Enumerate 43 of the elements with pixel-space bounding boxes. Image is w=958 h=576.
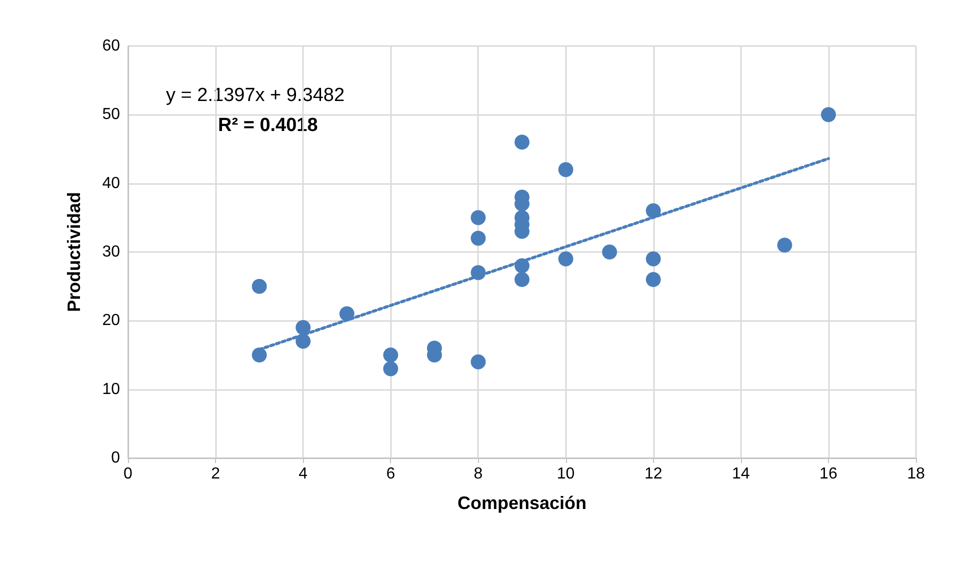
point <box>296 320 311 336</box>
point <box>470 230 486 246</box>
point <box>470 265 486 280</box>
x-tick-label: 4 <box>298 466 308 482</box>
x-tick-label: 10 <box>556 466 575 482</box>
x-tick-label: 6 <box>386 466 396 482</box>
point <box>646 251 661 266</box>
point <box>470 210 486 226</box>
y-tick-label: 40 <box>102 174 120 192</box>
point <box>820 107 836 122</box>
point <box>646 203 661 218</box>
y-tick-label: 10 <box>102 380 120 398</box>
y-tick-label: 50 <box>102 106 120 124</box>
point <box>470 354 486 370</box>
point <box>339 306 354 322</box>
x-tick-label: 12 <box>644 466 662 482</box>
annotation: R² = 0.4018 <box>218 115 318 136</box>
y-tick-label: 0 <box>111 450 120 466</box>
point <box>602 244 618 260</box>
x-tick-label: 16 <box>820 466 838 482</box>
point <box>383 348 398 362</box>
x-tick-label: 14 <box>732 466 750 482</box>
x-tick-label: 18 <box>907 466 925 482</box>
y-axis-title: Productividad <box>64 192 84 312</box>
point <box>514 134 530 150</box>
x-tick-label: 2 <box>211 466 220 482</box>
point <box>252 278 267 294</box>
point <box>383 361 398 376</box>
y-tick-label: 30 <box>102 244 120 260</box>
point <box>777 238 792 253</box>
point <box>514 258 530 274</box>
point <box>252 348 267 362</box>
point <box>514 272 530 287</box>
x-axis-title: Compensación <box>457 493 587 513</box>
annotation: y = 2.1397x + 9.3482 <box>166 85 345 106</box>
y-tick-label: 20 <box>102 312 120 330</box>
point <box>296 334 311 349</box>
point <box>558 162 574 178</box>
x-tick-label: 8 <box>474 466 483 482</box>
y-tick-label: 60 <box>102 38 120 54</box>
point <box>646 272 661 287</box>
point <box>558 251 574 266</box>
x-tick-label: 0 <box>124 466 133 482</box>
